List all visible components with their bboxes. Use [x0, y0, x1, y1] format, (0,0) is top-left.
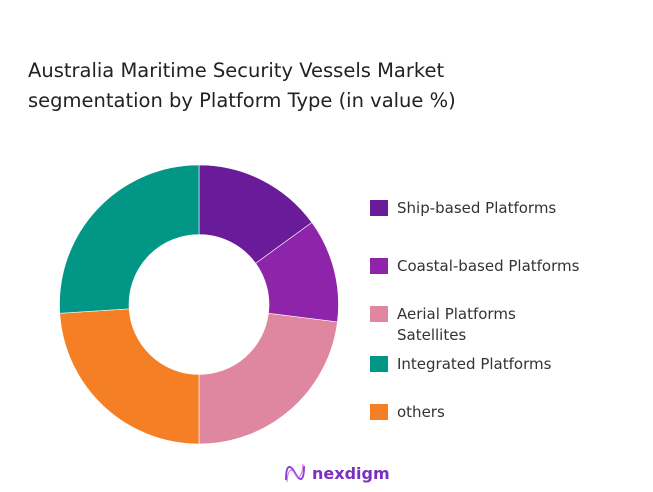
legend-item: Integrated Platforms — [370, 354, 551, 375]
logo-text: nexdigm — [312, 463, 390, 483]
slice-integrated-platforms — [59, 164, 200, 314]
legend-item: others — [370, 402, 445, 423]
legend-item: Coastal-based Platforms — [370, 256, 579, 277]
nexdigm-logo: nexdigm — [284, 462, 390, 484]
legend-swatch — [370, 200, 388, 216]
legend-label: Aerial Platforms Satellites — [397, 305, 516, 344]
legend-swatch — [370, 258, 388, 274]
title-line-1: Australia Maritime Security Vessels Mark… — [28, 59, 445, 82]
slice-aerial-platforms-satellites — [198, 312, 338, 445]
legend-label: Integrated Platforms — [397, 355, 552, 373]
legend-swatch — [370, 306, 388, 322]
title-line-2: segmentation by Platform Type (in value … — [28, 89, 456, 112]
legend-item: Aerial Platforms Satellites — [370, 304, 516, 346]
legend-label: others — [397, 403, 445, 421]
legend-item: Ship-based Platforms — [370, 198, 556, 219]
legend-label: Coastal-based Platforms — [397, 257, 580, 275]
legend-label: Ship-based Platforms — [397, 199, 557, 217]
legend-swatch — [370, 404, 388, 420]
slice-others — [59, 308, 200, 445]
legend-swatch — [370, 356, 388, 372]
nexdigm-logo-icon — [285, 463, 305, 483]
chart-title: Australia Maritime Security Vessels Mark… — [28, 56, 456, 116]
